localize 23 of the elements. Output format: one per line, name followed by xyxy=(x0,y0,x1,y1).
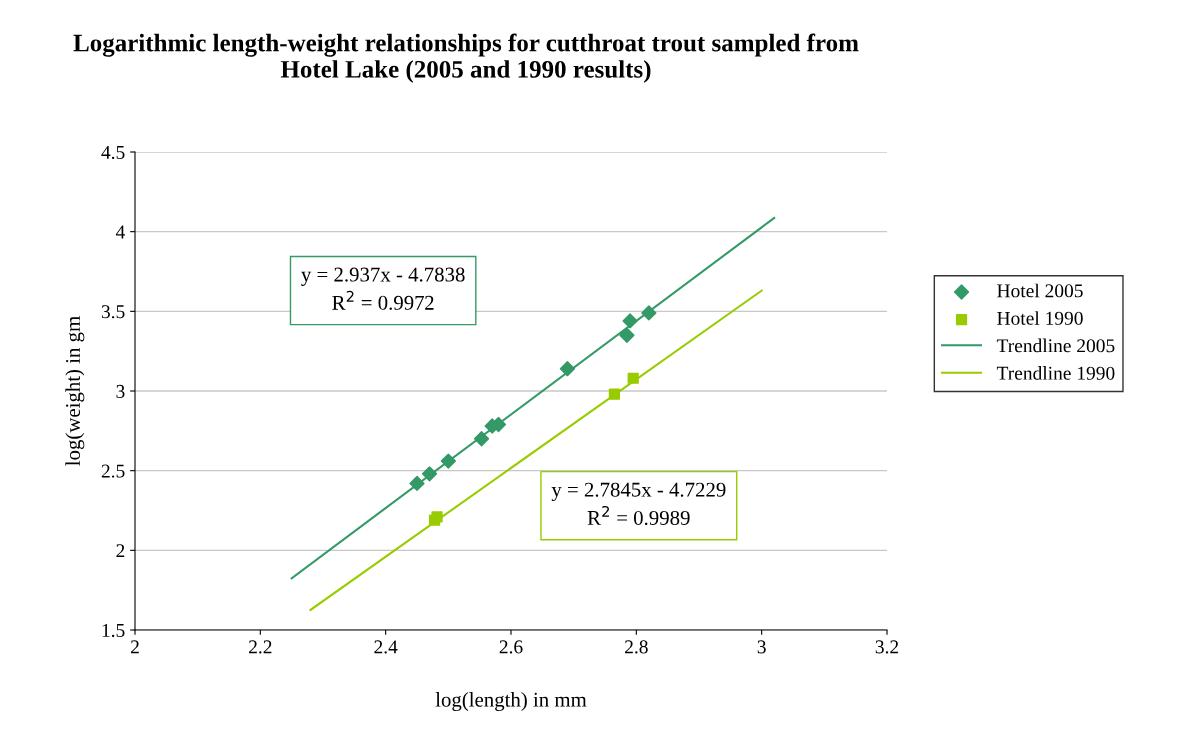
annotation: y = 2.937x - 4.7838 R$^{2}$ = 0.9972 xyxy=(301,267,465,310)
legend-label: Trendline 1990 xyxy=(996,366,1115,380)
y-tick-label: 3 xyxy=(116,384,125,398)
y-axis-title: log(weight) in gm xyxy=(65,316,85,466)
y-tick-label: 1.5 xyxy=(102,623,125,638)
x-tick-label: 2.2 xyxy=(249,640,272,654)
chart-title: Logarithmic length-weight relationships for cutthroat trout sampled from Hotel Lake (2005 and 1990 results) xyxy=(73,33,859,83)
x-tick-label: 3.2 xyxy=(875,640,899,654)
legend-label: Hotel 2005 xyxy=(997,283,1083,298)
annotation: y = 2.7845x - 4.7229 R$^{2}$ = 0.9989 xyxy=(551,482,726,526)
y-tick-label: 4 xyxy=(115,225,125,239)
y-tick-label: 4.5 xyxy=(101,145,125,160)
x-tick-label: 2 xyxy=(130,640,139,654)
x-tick-label: 2.8 xyxy=(625,640,648,654)
legend-label: Trendline 2005 xyxy=(996,338,1115,353)
x-tick-label: 3 xyxy=(757,640,766,654)
y-tick-label: 2 xyxy=(116,544,125,558)
x-tick-label: 2.4 xyxy=(374,640,398,654)
x-axis-title: log(length) in mm xyxy=(435,692,587,712)
legend-label: Hotel 1990 xyxy=(997,311,1083,325)
y-tick-label: 3.5 xyxy=(101,305,125,319)
y-tick-label: 2.5 xyxy=(101,464,125,478)
x-tick-label: 2.6 xyxy=(499,640,523,654)
